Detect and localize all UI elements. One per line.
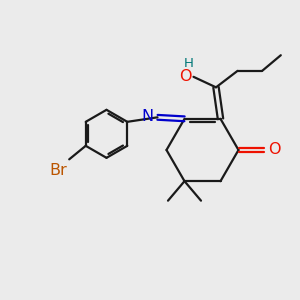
Text: O: O	[179, 69, 192, 84]
Text: H: H	[184, 57, 194, 70]
Text: Br: Br	[49, 163, 67, 178]
Text: N: N	[142, 109, 154, 124]
Text: O: O	[268, 142, 280, 158]
